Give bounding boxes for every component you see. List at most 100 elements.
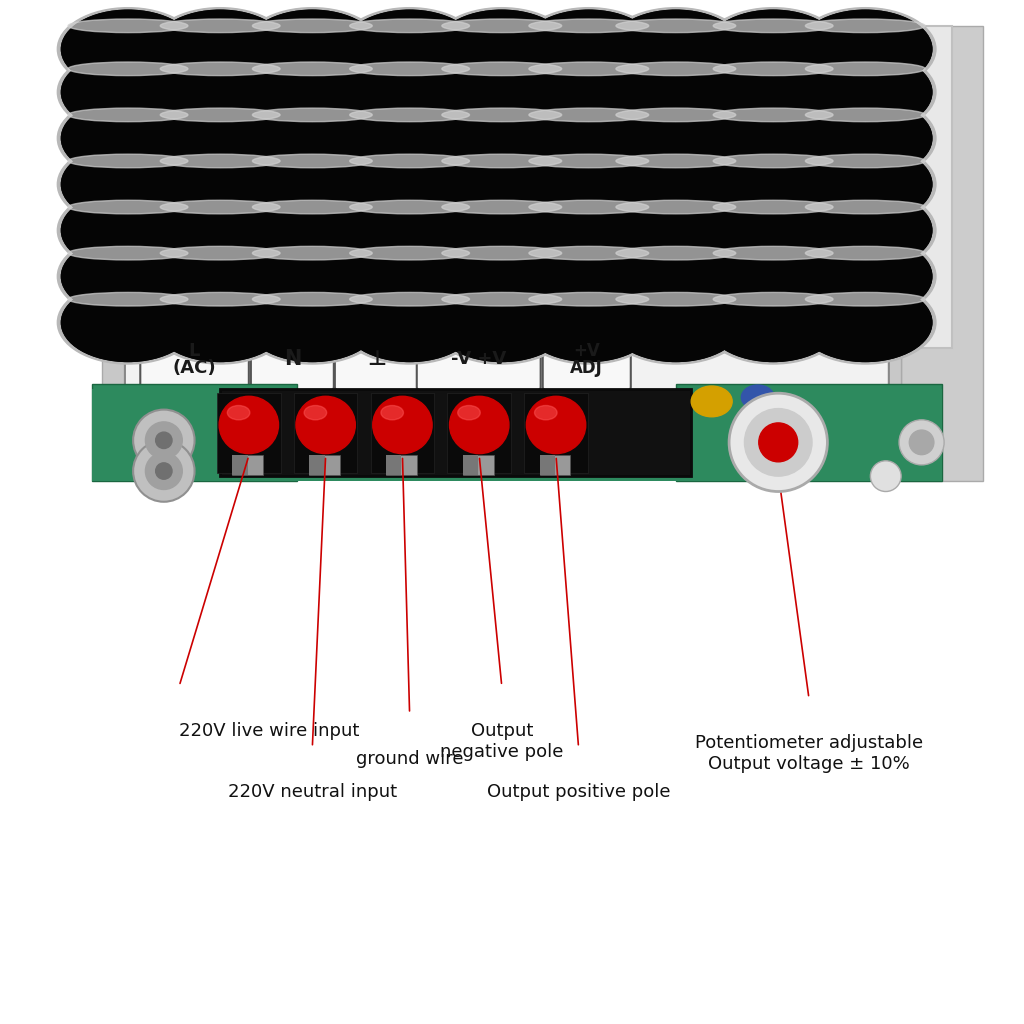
Ellipse shape xyxy=(609,191,742,269)
Ellipse shape xyxy=(799,284,932,361)
Ellipse shape xyxy=(57,97,199,180)
Ellipse shape xyxy=(799,53,932,131)
Ellipse shape xyxy=(707,284,840,361)
Ellipse shape xyxy=(154,53,287,131)
Ellipse shape xyxy=(252,247,373,260)
Ellipse shape xyxy=(713,109,834,122)
Ellipse shape xyxy=(805,155,926,168)
Ellipse shape xyxy=(528,247,649,260)
Ellipse shape xyxy=(246,238,379,315)
Ellipse shape xyxy=(609,145,742,223)
Ellipse shape xyxy=(795,97,936,180)
Ellipse shape xyxy=(246,10,379,88)
Ellipse shape xyxy=(458,406,480,420)
Ellipse shape xyxy=(61,191,195,269)
Ellipse shape xyxy=(609,53,742,131)
Circle shape xyxy=(759,423,798,462)
Ellipse shape xyxy=(799,238,932,315)
Ellipse shape xyxy=(57,188,199,271)
Ellipse shape xyxy=(799,53,932,131)
Circle shape xyxy=(133,440,195,502)
Ellipse shape xyxy=(61,10,195,88)
Ellipse shape xyxy=(435,10,568,88)
Ellipse shape xyxy=(702,281,844,364)
Ellipse shape xyxy=(160,201,281,214)
Ellipse shape xyxy=(150,281,291,364)
Ellipse shape xyxy=(350,62,469,76)
Ellipse shape xyxy=(61,238,195,315)
Ellipse shape xyxy=(160,247,281,260)
Ellipse shape xyxy=(150,188,291,271)
Ellipse shape xyxy=(799,10,932,88)
Ellipse shape xyxy=(150,143,291,226)
Ellipse shape xyxy=(795,281,936,364)
Ellipse shape xyxy=(435,99,568,177)
Ellipse shape xyxy=(343,10,476,88)
Ellipse shape xyxy=(61,10,195,88)
Ellipse shape xyxy=(522,191,655,269)
FancyBboxPatch shape xyxy=(140,328,249,390)
Ellipse shape xyxy=(339,8,480,91)
Ellipse shape xyxy=(799,191,932,269)
Ellipse shape xyxy=(522,53,655,131)
Ellipse shape xyxy=(154,191,287,269)
Ellipse shape xyxy=(431,50,572,133)
Ellipse shape xyxy=(522,191,655,269)
Circle shape xyxy=(744,409,812,476)
Ellipse shape xyxy=(61,145,195,223)
Ellipse shape xyxy=(343,10,476,88)
Ellipse shape xyxy=(518,281,659,364)
Text: +V
ADJ: +V ADJ xyxy=(570,342,603,377)
FancyBboxPatch shape xyxy=(335,328,418,390)
Ellipse shape xyxy=(343,99,476,177)
Ellipse shape xyxy=(246,191,379,269)
Ellipse shape xyxy=(435,53,568,131)
FancyBboxPatch shape xyxy=(676,384,942,481)
Ellipse shape xyxy=(343,284,476,361)
Ellipse shape xyxy=(339,143,480,226)
FancyBboxPatch shape xyxy=(309,455,340,475)
Ellipse shape xyxy=(795,234,936,317)
Ellipse shape xyxy=(160,109,281,122)
Ellipse shape xyxy=(522,145,655,223)
Ellipse shape xyxy=(68,109,188,122)
Ellipse shape xyxy=(616,109,735,122)
FancyBboxPatch shape xyxy=(540,455,555,475)
Ellipse shape xyxy=(616,293,735,306)
Ellipse shape xyxy=(242,281,383,364)
Ellipse shape xyxy=(339,97,480,180)
Ellipse shape xyxy=(339,50,480,133)
Ellipse shape xyxy=(435,99,568,177)
Ellipse shape xyxy=(442,109,561,122)
Text: N: N xyxy=(284,349,301,370)
Ellipse shape xyxy=(154,284,287,361)
Ellipse shape xyxy=(522,99,655,177)
Ellipse shape xyxy=(442,155,561,168)
Ellipse shape xyxy=(154,145,287,223)
Ellipse shape xyxy=(707,191,840,269)
Ellipse shape xyxy=(616,62,735,76)
FancyBboxPatch shape xyxy=(232,455,263,475)
Ellipse shape xyxy=(246,191,379,269)
Ellipse shape xyxy=(343,99,476,177)
FancyBboxPatch shape xyxy=(540,455,570,475)
Ellipse shape xyxy=(246,10,379,88)
Ellipse shape xyxy=(609,10,742,88)
Ellipse shape xyxy=(435,191,568,269)
Ellipse shape xyxy=(68,247,188,260)
Ellipse shape xyxy=(154,53,287,131)
Ellipse shape xyxy=(296,396,355,454)
Ellipse shape xyxy=(435,53,568,131)
Ellipse shape xyxy=(609,238,742,315)
Ellipse shape xyxy=(535,406,557,420)
Ellipse shape xyxy=(522,10,655,88)
Ellipse shape xyxy=(431,143,572,226)
Ellipse shape xyxy=(343,191,476,269)
Ellipse shape xyxy=(252,62,373,76)
Ellipse shape xyxy=(522,10,655,88)
Ellipse shape xyxy=(68,293,188,306)
FancyBboxPatch shape xyxy=(92,389,942,481)
Ellipse shape xyxy=(246,53,379,131)
Ellipse shape xyxy=(252,155,373,168)
Ellipse shape xyxy=(702,50,844,133)
